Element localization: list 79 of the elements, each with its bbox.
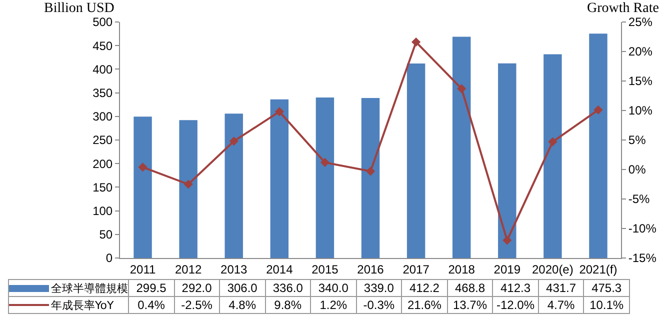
y2-tick-label: 20% xyxy=(628,44,653,59)
data-label: 10.1% xyxy=(584,296,630,314)
bar xyxy=(498,63,516,258)
legend-label: 全球半導體規模 xyxy=(51,282,128,294)
y2-tick-label: -5% xyxy=(628,192,650,206)
bar xyxy=(179,120,198,258)
data-label: 306.0 xyxy=(220,280,266,296)
point xyxy=(274,107,284,116)
y-tick-label: 250 xyxy=(92,133,113,148)
y-tick-label: 350 xyxy=(92,86,113,100)
y-tick-label: 200 xyxy=(92,156,113,171)
legend-label: 年成長率YoY xyxy=(51,298,114,312)
data-label: 468.8 xyxy=(447,280,493,296)
data-label: 1.2% xyxy=(310,296,356,314)
point xyxy=(594,105,603,114)
data-label: 336.0 xyxy=(265,280,311,296)
y-tick-label: 450 xyxy=(92,38,113,53)
y2-tick-label: -15% xyxy=(628,251,657,266)
x-tick-label: 2017 xyxy=(402,262,430,276)
point xyxy=(502,236,512,245)
y-tick-label: 500 xyxy=(92,15,113,30)
x-tick-label: 2019 xyxy=(494,262,521,276)
point xyxy=(412,38,421,47)
y2-tick-label: 5% xyxy=(628,133,646,148)
point xyxy=(548,137,558,146)
data-label: 0.4% xyxy=(128,296,174,314)
data-label: 292.0 xyxy=(174,280,220,296)
x-tick-label: 2013 xyxy=(220,262,248,276)
y-tick-label: 400 xyxy=(92,62,113,76)
y2-tick-label: 10% xyxy=(628,104,653,118)
point xyxy=(229,136,238,146)
y-tick-label: 300 xyxy=(92,110,113,124)
y2-tick-label: 0% xyxy=(628,162,646,177)
data-label: 412.2 xyxy=(402,280,448,296)
bar xyxy=(361,98,380,258)
data-label: -2.5% xyxy=(174,296,220,314)
data-label: 475.3 xyxy=(584,280,630,296)
bar xyxy=(544,54,562,258)
x-tick-label: 2012 xyxy=(174,262,202,276)
y-tick-label: 0 xyxy=(106,251,113,266)
x-tick-label: 2018 xyxy=(448,262,476,276)
bar xyxy=(406,63,426,258)
y-tick-label: 50 xyxy=(99,228,113,242)
x-tick-label: 2014 xyxy=(266,262,294,276)
bar xyxy=(224,114,243,258)
point xyxy=(184,180,193,189)
bar xyxy=(134,116,152,258)
data-label: 339.0 xyxy=(356,280,402,296)
point xyxy=(138,162,148,172)
data-label: 431.7 xyxy=(538,280,584,296)
x-tick-label: 2016 xyxy=(357,262,384,276)
data-label: 412.3 xyxy=(492,280,538,296)
y2-tick-label: 15% xyxy=(628,74,653,88)
data-label: 4.7% xyxy=(538,296,584,314)
data-label: 9.8% xyxy=(265,296,311,314)
point xyxy=(320,158,330,167)
y2-tick-label: 25% xyxy=(628,15,653,30)
x-tick-label: 2015 xyxy=(312,262,339,276)
data-label: 21.6% xyxy=(402,296,448,314)
data-label: 299.5 xyxy=(128,280,174,296)
y-axis-title: Billion USD xyxy=(44,1,114,16)
bar xyxy=(452,36,471,258)
x-tick-label: 2021(f) xyxy=(579,262,618,276)
point xyxy=(457,84,466,94)
data-label: -12.0% xyxy=(492,296,538,314)
y2-axis-title: Growth Rate xyxy=(587,1,659,16)
bar xyxy=(589,34,608,258)
y-tick-label: 150 xyxy=(92,180,113,194)
y-tick-label: 100 xyxy=(92,204,113,218)
data-label: -0.3% xyxy=(356,296,402,314)
x-tick-label: 2011 xyxy=(130,262,156,276)
data-label: 13.7% xyxy=(447,296,493,314)
x-tick-label: 2020(e) xyxy=(532,262,574,276)
bar xyxy=(270,99,289,258)
data-label: 340.0 xyxy=(310,280,356,296)
bar xyxy=(316,98,334,258)
point xyxy=(366,166,376,176)
data-label: 4.8% xyxy=(220,296,266,314)
y2-tick-label: -10% xyxy=(628,222,657,236)
